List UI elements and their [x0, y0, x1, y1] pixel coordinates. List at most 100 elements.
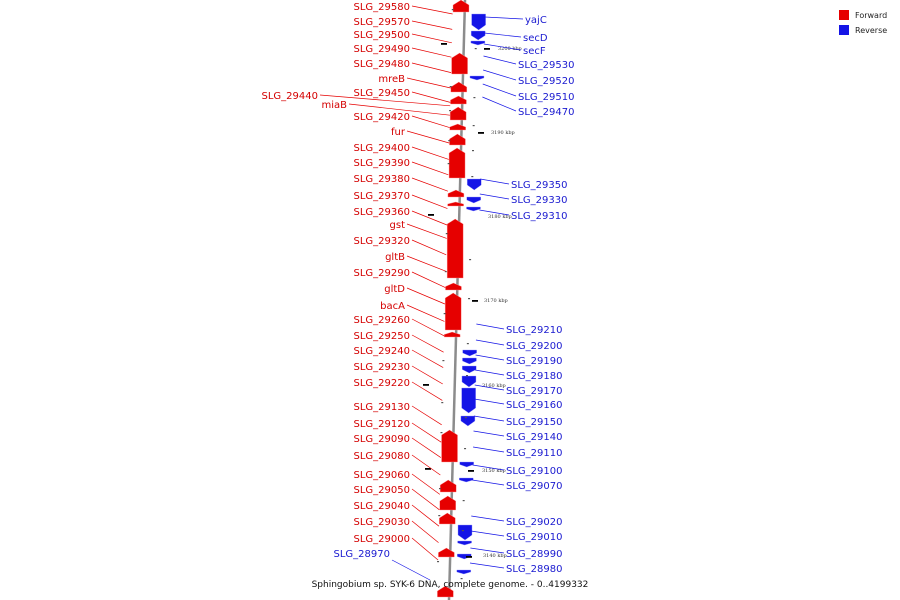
forward-gene-label: SLG_29400 [354, 143, 410, 154]
reverse-gene-leader [474, 398, 505, 405]
minor-gene-mark [444, 271, 447, 273]
forward-gene-label: SLG_29290 [354, 268, 410, 279]
reverse-gene-leader [475, 354, 505, 361]
reverse-gene-label: yajC [525, 15, 547, 26]
forward-gene-label: SLG_29040 [354, 501, 410, 512]
minor-gene-mark [472, 125, 475, 127]
forward-gene-block [452, 0, 470, 13]
reverse-gene-label: secF [523, 46, 546, 57]
scale-tick-label: 3200 kbp [498, 46, 522, 52]
forward-gene-label: SLG_29090 [354, 434, 410, 445]
forward-gene-label: SLG_29390 [354, 158, 410, 169]
forward-gene-block [447, 201, 464, 207]
forward-gene-label: SLG_29320 [354, 236, 410, 247]
minor-gene-marks [423, 9, 490, 580]
reverse-gene-label: SLG_29210 [506, 325, 562, 336]
minor-gene-mark [466, 375, 468, 377]
minor-gene-mark [464, 448, 467, 450]
minor-gene-mark [451, 9, 454, 11]
forward-gene-label: gst [390, 220, 406, 231]
reverse-gene-leader [484, 16, 524, 20]
forward-gene-leader [411, 365, 443, 385]
forward-gene-leader [406, 304, 445, 322]
forward-gene-block [449, 123, 466, 131]
minor-gene-mark [472, 150, 474, 152]
forward-gene-leader [406, 223, 447, 239]
forward-gene-leader [411, 422, 442, 443]
forward-gene-leader [411, 161, 449, 176]
forward-gene-leader [411, 5, 453, 15]
forward-gene-block [440, 479, 457, 493]
reverse-gene-label: SLG_29330 [511, 195, 567, 206]
gene-dash-mark [423, 384, 429, 386]
minor-gene-mark [466, 343, 469, 345]
forward-gene-label: SLG_29500 [354, 30, 410, 41]
reverse-gene-block [462, 357, 477, 365]
forward-gene-leader [411, 349, 444, 368]
reverse-gene-label: SLG_29100 [506, 466, 562, 477]
scale-tick-label: 3180 kbp [488, 214, 512, 220]
minor-gene-mark [449, 86, 452, 88]
forward-gene-labels: SLG_29580 SLG_29570 SLG_29500 SLG_29490 SLG_… [262, 2, 453, 561]
gene-dash-mark [428, 214, 434, 216]
forward-gene-label: SLG_29060 [354, 470, 410, 481]
forward-gene-leader [411, 437, 441, 458]
forward-gene-label: gltB [385, 252, 405, 263]
reverse-gene-leader [470, 547, 505, 554]
forward-gene-label: bacA [380, 301, 405, 312]
forward-gene-leader [411, 62, 452, 73]
reverse-gene-block [462, 349, 477, 357]
genome-caption: Sphingobium sp. SYK-6 DNA, complete geno… [312, 580, 589, 590]
forward-gene-leader [411, 473, 441, 495]
forward-gene-leader [411, 454, 441, 476]
forward-gene-leader [411, 520, 439, 543]
forward-gene-label: SLG_29080 [354, 451, 410, 462]
minor-gene-mark [440, 432, 443, 434]
reverse-gene-leader [483, 55, 517, 65]
forward-gene-label: mreB [378, 74, 405, 85]
forward-gene-leader [411, 537, 439, 561]
legend-forward-swatch [839, 10, 849, 20]
minor-gene-mark [464, 417, 467, 419]
reverse-gene-leader [391, 559, 431, 581]
reverse-gene-label: SLG_28980 [506, 564, 562, 575]
minor-gene-mark [471, 176, 474, 178]
gene-dash-mark [468, 470, 474, 472]
forward-gene-leader [406, 130, 450, 144]
reverse-gene-leader [483, 69, 517, 81]
forward-gene-leader [411, 334, 444, 353]
forward-gene-label: SLG_29130 [354, 402, 410, 413]
forward-gene-label: SLG_29230 [354, 362, 410, 373]
gene-dash-mark [484, 48, 490, 50]
forward-gene-block [444, 292, 462, 331]
reverse-gene-block [467, 178, 482, 191]
minor-gene-mark [438, 488, 441, 490]
forward-gene-label: SLG_29260 [354, 315, 410, 326]
minor-gene-mark [443, 313, 446, 315]
reverse-gene-label: SLG_29140 [506, 432, 562, 443]
forward-gene-label: SLG_29380 [354, 174, 410, 185]
forward-gene-leader [406, 255, 446, 272]
reverse-gene-block [459, 477, 474, 483]
forward-gene-block [438, 547, 455, 558]
reverse-gene-block [466, 206, 481, 212]
minor-gene-mark [474, 48, 477, 50]
reverse-gene-block [456, 569, 471, 575]
reverse-gene-leader [473, 446, 505, 453]
forward-gene-block [439, 495, 456, 511]
reverse-gene-block [460, 415, 476, 427]
reverse-gene-label: SLG_29530 [518, 60, 574, 71]
scale-tick-label: 3140 kbp [483, 553, 507, 559]
reverse-gene-leader [474, 384, 505, 391]
scale-tick-label: 3150 kbp [482, 468, 506, 474]
forward-gene-label: SLG_29050 [354, 485, 410, 496]
reverse-gene-label: SLG_29170 [506, 386, 562, 397]
forward-gene-label: SLG_29420 [354, 112, 410, 123]
forward-gene-label: SLG_29480 [354, 59, 410, 70]
reverse-gene-leader [480, 178, 510, 185]
minor-gene-mark [473, 97, 476, 99]
forward-gene-leader [411, 405, 442, 426]
reverse-gene-block [470, 40, 486, 46]
reverse-gene-leader [472, 464, 505, 471]
minor-gene-mark [438, 515, 441, 517]
